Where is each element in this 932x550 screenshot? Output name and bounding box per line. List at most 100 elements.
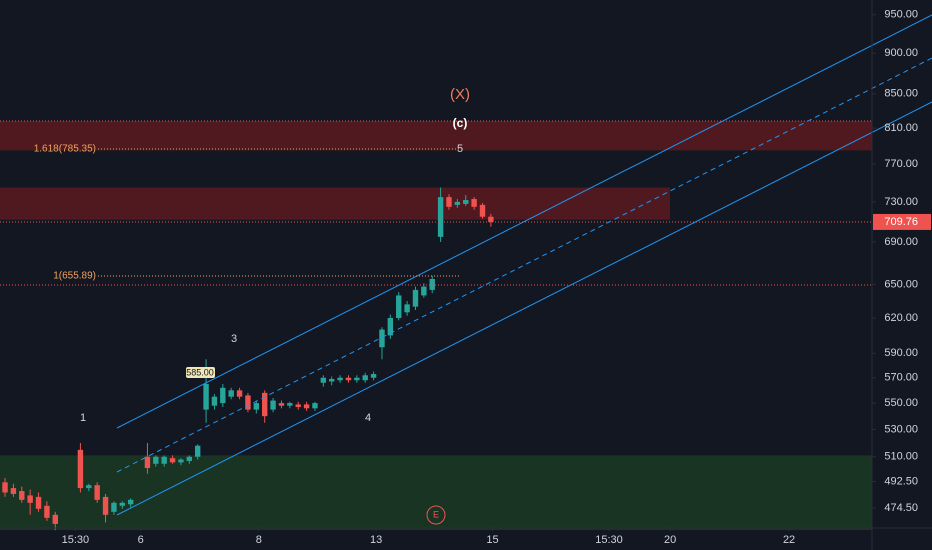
candle-body	[220, 387, 226, 404]
candle-body	[236, 390, 243, 397]
candle-body	[337, 377, 343, 381]
candle-body	[437, 197, 444, 237]
x-tick-label: 20	[664, 534, 676, 546]
x-tick-label: 15:30	[62, 534, 90, 546]
candle-body	[370, 374, 377, 378]
fib-label: 1(655.89)	[53, 271, 96, 282]
candle-body	[44, 505, 50, 518]
candle-body	[412, 289, 419, 307]
x-tick-label: 15	[486, 534, 498, 546]
fib-label: 1.618(785.35)	[34, 144, 96, 155]
candle-body	[312, 403, 318, 409]
y-tick-label: 810.00	[884, 122, 918, 134]
candle-body	[52, 514, 58, 524]
candle-body	[27, 495, 33, 503]
zone	[0, 187, 670, 220]
y-tick-label: 550.00	[884, 397, 918, 409]
y-tick-label: 650.00	[884, 278, 918, 290]
wave-label: (X)	[450, 86, 470, 103]
candle-body	[153, 456, 159, 464]
candle-body	[94, 485, 100, 500]
candle-body	[287, 403, 293, 406]
zone	[0, 121, 872, 151]
x-tick-label: 6	[138, 534, 144, 546]
candle-body	[387, 318, 394, 336]
candle-body	[77, 449, 84, 489]
candle-body	[471, 199, 477, 207]
candle-body	[278, 403, 285, 406]
candle-body	[127, 499, 134, 505]
candle-body	[119, 502, 125, 506]
candle-body	[161, 456, 167, 464]
candle-body	[169, 458, 176, 463]
x-tick-label: 13	[370, 534, 382, 546]
candle-body	[396, 295, 402, 319]
y-tick-label: 730.00	[884, 196, 918, 208]
last-price-tag	[873, 213, 931, 230]
candle-body	[295, 404, 301, 408]
wave-label: 3	[231, 333, 237, 345]
candle-body	[35, 496, 42, 509]
candle-body	[194, 445, 201, 457]
candle-body	[178, 459, 184, 463]
earnings-marker[interactable]	[426, 505, 446, 525]
candle-body	[211, 396, 218, 406]
wave-label: 4	[365, 412, 371, 424]
y-tick-label: 590.00	[884, 347, 918, 359]
candle-body	[320, 377, 327, 383]
candle-body	[404, 304, 410, 313]
candle-body	[463, 200, 469, 204]
candle-body	[144, 456, 151, 469]
candle-body	[421, 286, 427, 296]
y-tick-label: 492.50	[884, 475, 918, 487]
price-tag-label: 585.00	[186, 367, 214, 377]
y-tick-label: 850.00	[884, 88, 918, 100]
candle-body	[111, 502, 117, 512]
price-tag	[186, 367, 215, 378]
candle-body	[186, 456, 193, 461]
y-tick-label: 570.00	[884, 372, 918, 384]
channel-mid	[116, 57, 932, 473]
candle-body	[345, 377, 352, 381]
candle-body	[270, 400, 276, 410]
y-tick-label: 900.00	[884, 47, 918, 59]
x-tick-label: 22	[783, 534, 795, 546]
candle-body	[261, 392, 268, 417]
candle-body	[446, 197, 452, 207]
y-tick-label: 690.00	[884, 236, 918, 248]
x-tick-label: 15:30	[595, 534, 623, 546]
candle-body	[362, 375, 368, 381]
candle-body	[479, 204, 486, 217]
earnings-label[interactable]: E	[433, 509, 439, 519]
wave-label: (c)	[453, 116, 468, 130]
y-tick-label: 474.50	[884, 502, 918, 514]
candle-body	[203, 384, 209, 410]
candle-body	[429, 278, 435, 290]
candle-body	[253, 403, 260, 410]
channel-upper	[116, 14, 932, 429]
y-tick-label: 510.00	[884, 451, 918, 463]
candle-body	[19, 491, 25, 500]
candle-body	[329, 378, 335, 382]
candle-body	[10, 488, 17, 494]
candle-body	[228, 390, 234, 397]
y-tick-label: 620.00	[884, 312, 918, 324]
candle-body	[354, 377, 360, 381]
y-tick-label: 950.00	[884, 9, 918, 21]
candle-body	[245, 395, 251, 410]
channel-lower	[116, 101, 932, 516]
wave-label: 1	[80, 412, 86, 424]
candle-body	[102, 496, 109, 515]
candle-body	[454, 201, 461, 205]
candle-body	[2, 482, 8, 493]
wave-label: 5	[457, 143, 463, 155]
y-tick-label: 770.00	[884, 158, 918, 170]
x-tick-label: 8	[256, 534, 262, 546]
candle-body	[86, 485, 92, 489]
candle-body	[379, 329, 385, 348]
candle-body	[303, 404, 310, 409]
y-tick-label: 530.00	[884, 423, 918, 435]
candle-body	[488, 216, 494, 222]
last-price-label: 709.76	[884, 216, 918, 228]
